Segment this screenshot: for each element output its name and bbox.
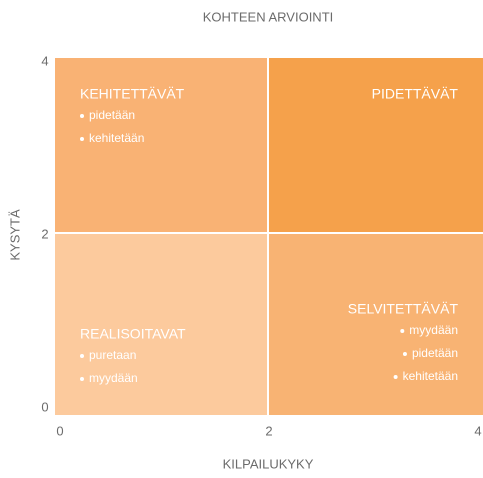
title: KOHTEEN ARVIOINTI: [203, 9, 334, 24]
x-tick-label: 2: [265, 423, 272, 438]
bullet: [80, 377, 84, 381]
quadrant-item: pidetään: [89, 108, 135, 122]
quadrant-bg: [55, 58, 268, 233]
quadrant-title: PIDETTÄVÄT: [372, 86, 459, 102]
x-axis-label: KILPAILUKYKY: [223, 456, 314, 471]
y-tick-label: 0: [41, 399, 48, 414]
y-tick-label: 2: [41, 226, 48, 241]
bullet: [402, 352, 407, 356]
quadrant-bg: [268, 233, 483, 415]
quadrant-item: kehitetään: [89, 131, 144, 145]
quadrant-title: SELVITETTÄVÄT: [348, 301, 459, 317]
bullet: [80, 114, 84, 118]
quadrant-item: myydään: [89, 371, 138, 385]
quadrant-title: REALISOITAVAT: [80, 326, 186, 342]
y-axis-label: KYSYTÄ: [7, 209, 22, 261]
bullet: [393, 375, 398, 379]
quadrant-item: kehitetään: [403, 369, 458, 383]
quadrant-bg: [268, 58, 483, 233]
bullet: [80, 137, 84, 141]
bullet: [400, 329, 405, 333]
quadrant-item: pidetään: [412, 346, 458, 360]
quadrant-bg: [55, 233, 268, 415]
quadrant-item: puretaan: [89, 348, 136, 362]
bullet: [80, 354, 84, 358]
y-tick-label: 4: [41, 53, 48, 68]
quadrant-title: KEHITETTÄVÄT: [80, 86, 185, 102]
x-tick-label: 0: [56, 423, 63, 438]
x-tick-label: 4: [474, 423, 481, 438]
quadrant-item: myydään: [409, 323, 458, 337]
